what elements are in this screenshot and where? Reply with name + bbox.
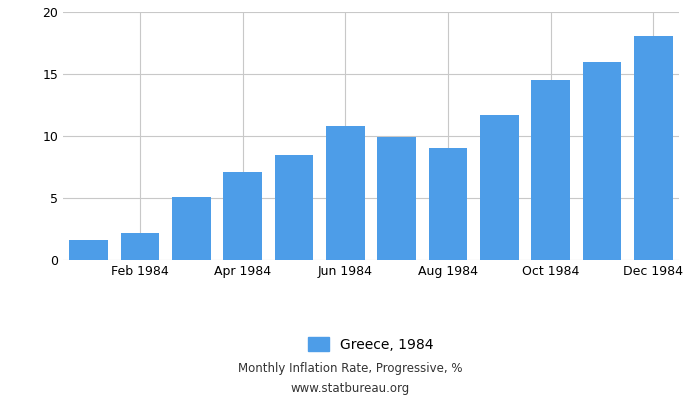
Text: www.statbureau.org: www.statbureau.org <box>290 382 410 395</box>
Bar <box>326 126 365 260</box>
Bar <box>120 233 160 260</box>
Bar <box>172 197 211 260</box>
Bar <box>274 154 314 260</box>
Bar <box>69 240 108 260</box>
Text: Monthly Inflation Rate, Progressive, %: Monthly Inflation Rate, Progressive, % <box>238 362 462 375</box>
Bar <box>223 172 262 260</box>
Bar <box>428 148 467 260</box>
Bar <box>634 36 673 260</box>
Legend: Greece, 1984: Greece, 1984 <box>302 331 440 357</box>
Bar <box>480 115 519 260</box>
Bar <box>582 62 622 260</box>
Bar <box>531 80 570 260</box>
Bar <box>377 137 416 260</box>
